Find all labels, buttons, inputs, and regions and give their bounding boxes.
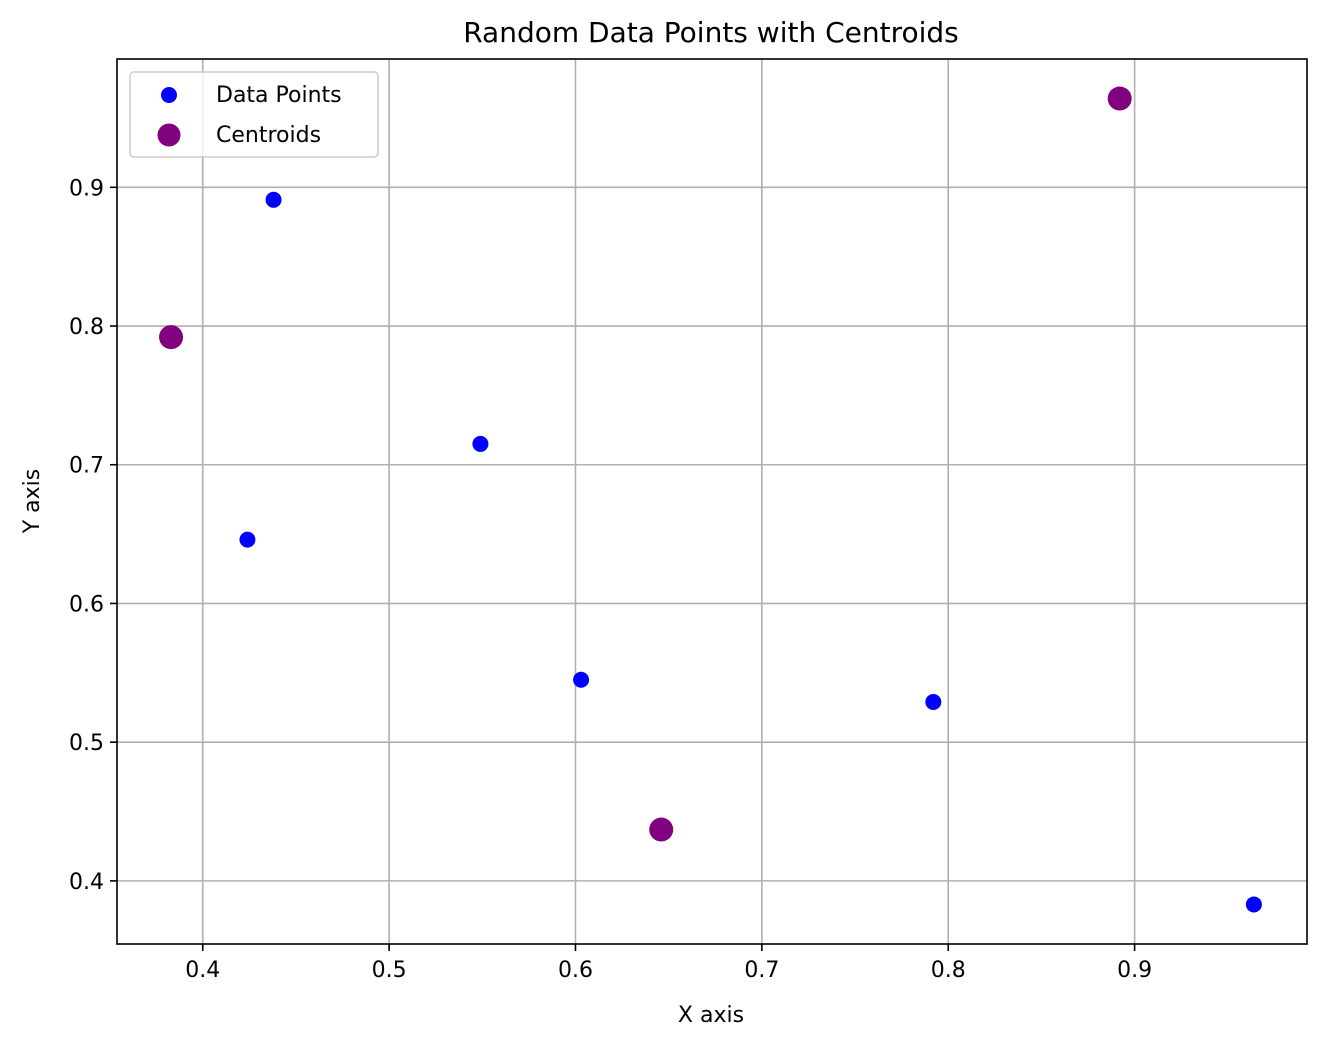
- y-tick-label: 0.4: [69, 870, 104, 895]
- legend: Data Points Centroids: [129, 71, 379, 158]
- centroid-point: [159, 325, 184, 350]
- x-tick-label: 0.9: [1117, 958, 1152, 983]
- data-point: [265, 191, 282, 208]
- axis-ticks: 0.4 0.5 0.6 0.7 0.8 0.9 0.4 0.5 0.6 0.7 0.8 0.9: [69, 176, 1152, 983]
- chart-title: Random Data Points with Centroids: [463, 16, 959, 49]
- y-tick-label: 0.8: [69, 315, 104, 340]
- data-point: [1245, 896, 1262, 913]
- data-points-layer: [159, 86, 1262, 913]
- centroid-point: [649, 817, 674, 842]
- data-point: [925, 693, 942, 710]
- x-tick-label: 0.4: [185, 958, 220, 983]
- x-axis-label: X axis: [678, 1003, 744, 1028]
- legend-marker-centroids: [157, 123, 181, 147]
- y-tick-label: 0.5: [69, 731, 104, 756]
- y-tick-label: 0.6: [69, 592, 104, 617]
- x-tick-label: 0.7: [744, 958, 779, 983]
- legend-label-centroids: Centroids: [216, 123, 321, 148]
- data-point: [573, 671, 590, 688]
- x-tick-label: 0.5: [372, 958, 407, 983]
- x-tick-label: 0.8: [931, 958, 966, 983]
- y-axis-label: Y axis: [20, 469, 45, 535]
- legend-marker-data-points: [161, 87, 177, 103]
- centroid-point: [1107, 86, 1132, 111]
- y-tick-label: 0.7: [69, 454, 104, 479]
- data-point: [472, 435, 489, 452]
- legend-label-data-points: Data Points: [216, 83, 342, 108]
- data-point: [239, 531, 256, 548]
- y-tick-label: 0.9: [69, 176, 104, 201]
- grid-lines: [117, 59, 1307, 944]
- plot-area-frame: [116, 58, 1308, 945]
- x-tick-label: 0.6: [558, 958, 593, 983]
- legend-box: [129, 71, 379, 158]
